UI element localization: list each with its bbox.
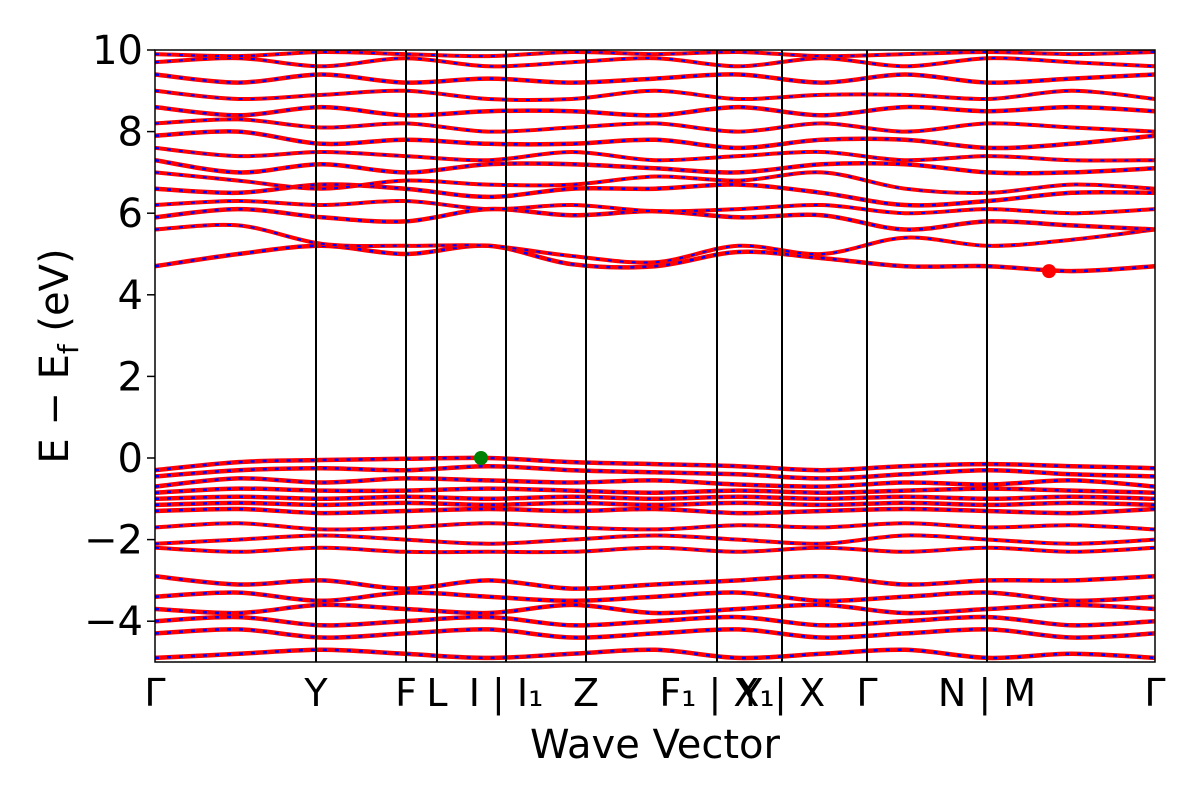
x-tick-label-8: Γ: [856, 671, 877, 715]
band-15-spin-up: [155, 455, 1155, 473]
band-13-spin-up: [155, 56, 1155, 69]
band-20-spin-up: [155, 500, 1155, 508]
x-tick-label-9: N | M: [938, 671, 1036, 716]
band-16-spin-up: [155, 463, 1155, 481]
x-tick-label-4: I | I₁: [469, 671, 544, 716]
band-21-spin-up: [155, 506, 1155, 516]
x-axis-label: Wave Vector: [530, 722, 781, 768]
y-tick-label-6: 8: [118, 110, 143, 156]
x-tick-label-0: Γ: [144, 671, 165, 715]
band-9-spin-up: [155, 117, 1155, 134]
plot-frame: [154, 49, 1156, 663]
band-8-spin-up: [155, 129, 1155, 151]
band-5-spin-up: [155, 170, 1155, 195]
x-tick-label-2: F: [395, 671, 417, 715]
kpoint-lines: [315, 50, 988, 662]
y-tick-label-0: −4: [84, 599, 143, 645]
y-axis-label-subscript: f: [52, 343, 85, 354]
x-tick-label-6: F₁ | X₁: [659, 671, 774, 716]
y-tick-label-5: 6: [118, 191, 143, 237]
band-30-spin-up: [155, 647, 1155, 661]
band-19-spin-up: [155, 494, 1155, 502]
y-axis-label-unit: (eV): [32, 248, 78, 344]
band-4-spin-up: [155, 182, 1155, 208]
band-14-spin-up: [155, 50, 1155, 59]
band-17-spin-up: [155, 476, 1155, 489]
x-tick-label-7: Y | X: [738, 671, 825, 716]
band-1-spin-up: [155, 222, 1155, 265]
band-23-spin-up: [155, 533, 1155, 546]
band-29-spin-up: [155, 627, 1155, 640]
band-7-spin-up: [155, 145, 1155, 163]
band-28-spin-up: [155, 614, 1155, 628]
band-24-spin-up: [155, 545, 1155, 555]
band-3-spin-up: [155, 198, 1155, 216]
band-10-spin-up: [155, 104, 1155, 118]
vbm-marker: [474, 451, 488, 465]
x-tick-label-5: Z: [573, 671, 599, 715]
band-1-spin-down: [155, 223, 1155, 264]
markers-layer: [474, 264, 1056, 465]
band-12-spin-up: [155, 72, 1155, 85]
y-ticks: −4 −2 0 2 4 6 8 10: [84, 28, 155, 645]
band-25-spin-up: [155, 573, 1155, 591]
band-6-spin-down: [155, 158, 1155, 175]
band-18-spin-up: [155, 486, 1155, 495]
x-tick-label-3: L: [426, 671, 447, 715]
y-tick-label-3: 2: [118, 354, 143, 400]
y-axis-label-main: E − E: [32, 354, 78, 464]
y-tick-label-4: 4: [118, 273, 143, 319]
y-axis-label: E − Ef (eV): [32, 248, 85, 463]
cbm-marker: [1042, 264, 1056, 279]
band-26-spin-up: [155, 590, 1155, 604]
band-27-spin-up: [155, 602, 1155, 616]
band-22-spin-up: [155, 521, 1155, 532]
band-11-spin-up: [155, 88, 1155, 102]
y-tick-label-1: −2: [84, 518, 143, 564]
bands-layer: [155, 50, 1155, 661]
y-tick-label-2: 0: [118, 436, 143, 482]
x-tick-label-1: Y: [303, 671, 328, 715]
x-tick-label-10: Γ: [1144, 671, 1165, 715]
y-tick-label-7: 10: [92, 28, 143, 74]
